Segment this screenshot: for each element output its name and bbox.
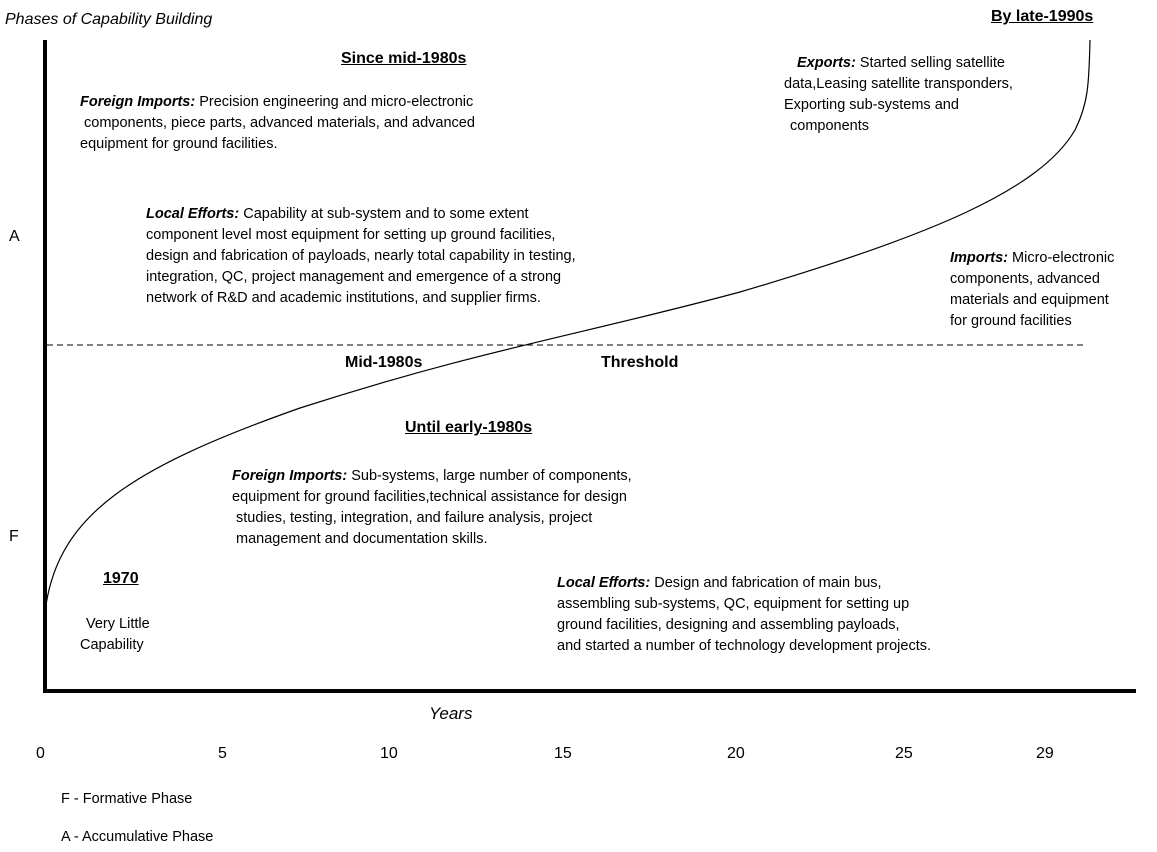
x-tick-label: 25 [895, 745, 913, 762]
x-tick-label: 0 [36, 745, 45, 762]
phase-a-local-efforts: Local Efforts: Capability at sub-system … [146, 204, 576, 309]
y-label-accumulative: A [9, 228, 20, 245]
text-line: data,Leasing satellite transponders, [784, 76, 1013, 92]
exports-note: Exports: Started selling satellite data,… [784, 53, 1013, 137]
phase-a-foreign-imports-label: Foreign Imports: [80, 94, 196, 110]
text-line: network of R&D and academic institutions… [146, 290, 541, 306]
threshold-label: Threshold [601, 354, 679, 371]
text-line: integration, QC, project management and … [146, 269, 562, 285]
text-line: equipment for ground facilities,technica… [232, 489, 627, 505]
late-imports-label: Imports: [950, 250, 1008, 266]
phase-f-local-efforts-label: Local Efforts: [557, 575, 651, 591]
very-little-capability: Very Little Capability [80, 614, 150, 656]
text-line: design and fabrication of payloads, near… [146, 248, 576, 264]
late-1990s-heading: By late-1990s [991, 8, 1094, 25]
text-line: Very Little [86, 616, 150, 632]
text-line: components [790, 118, 869, 134]
phase-f-foreign-imports: Foreign Imports: Sub-systems, large numb… [232, 466, 632, 550]
mid-1980s-label: Mid-1980s [345, 354, 423, 371]
x-axis-label: Years [429, 704, 473, 723]
since-mid-1980s-heading: Since mid-1980s [341, 50, 467, 67]
text-line: Design and fabrication of main bus, [650, 575, 882, 591]
text-line: Sub-systems, large number of components, [347, 468, 632, 484]
text-line: Started selling satellite [855, 55, 1005, 71]
text-line: equipment for ground facilities. [80, 136, 278, 152]
diagram-title: Phases of Capability Building [5, 11, 213, 28]
text-line: studies, testing, integration, and failu… [236, 510, 593, 526]
legend-formative: F - Formative Phase [61, 791, 193, 807]
text-line: components, advanced [950, 271, 1100, 287]
x-tick-label: 20 [727, 745, 745, 762]
until-early-1980s-heading: Until early-1980s [405, 419, 533, 436]
phase-f-local-efforts: Local Efforts: Design and fabrication of… [557, 573, 931, 657]
exports-label: Exports: [797, 55, 856, 71]
text-line: assembling sub-systems, QC, equipment fo… [557, 596, 910, 612]
phase-a-foreign-imports: Foreign Imports: Precision engineering a… [80, 92, 475, 155]
x-tick-label: 29 [1036, 745, 1054, 762]
late-imports-note: Imports: Micro-electronic components, ad… [950, 248, 1114, 332]
x-tick-label: 15 [554, 745, 572, 762]
year-1970-heading: 1970 [103, 570, 139, 587]
text-line: Capability at sub-system and to some ext… [239, 206, 529, 222]
text-line: management and documentation skills. [236, 531, 488, 547]
legend-accumulative: A - Accumulative Phase [61, 829, 214, 845]
text-line: Precision engineering and micro-electron… [195, 94, 474, 110]
x-tick-label: 10 [380, 745, 398, 762]
phase-f-foreign-imports-label: Foreign Imports: [232, 468, 348, 484]
text-line: components, piece parts, advanced materi… [84, 115, 475, 131]
text-line: component level most equipment for setti… [146, 227, 556, 243]
y-label-formative: F [9, 528, 19, 545]
text-line: materials and equipment [950, 292, 1109, 308]
text-line: and started a number of technology devel… [557, 638, 932, 654]
phase-a-local-efforts-label: Local Efforts: [146, 206, 240, 222]
x-tick-label: 5 [218, 745, 227, 762]
text-line: Exporting sub-systems and [784, 97, 959, 113]
text-line: for ground facilities [950, 313, 1072, 329]
text-line: ground facilities, designing and assembl… [557, 617, 900, 633]
text-line: Micro-electronic [1008, 250, 1115, 266]
text-line: Capability [80, 637, 144, 653]
capability-growth-curve [45, 39, 1091, 606]
